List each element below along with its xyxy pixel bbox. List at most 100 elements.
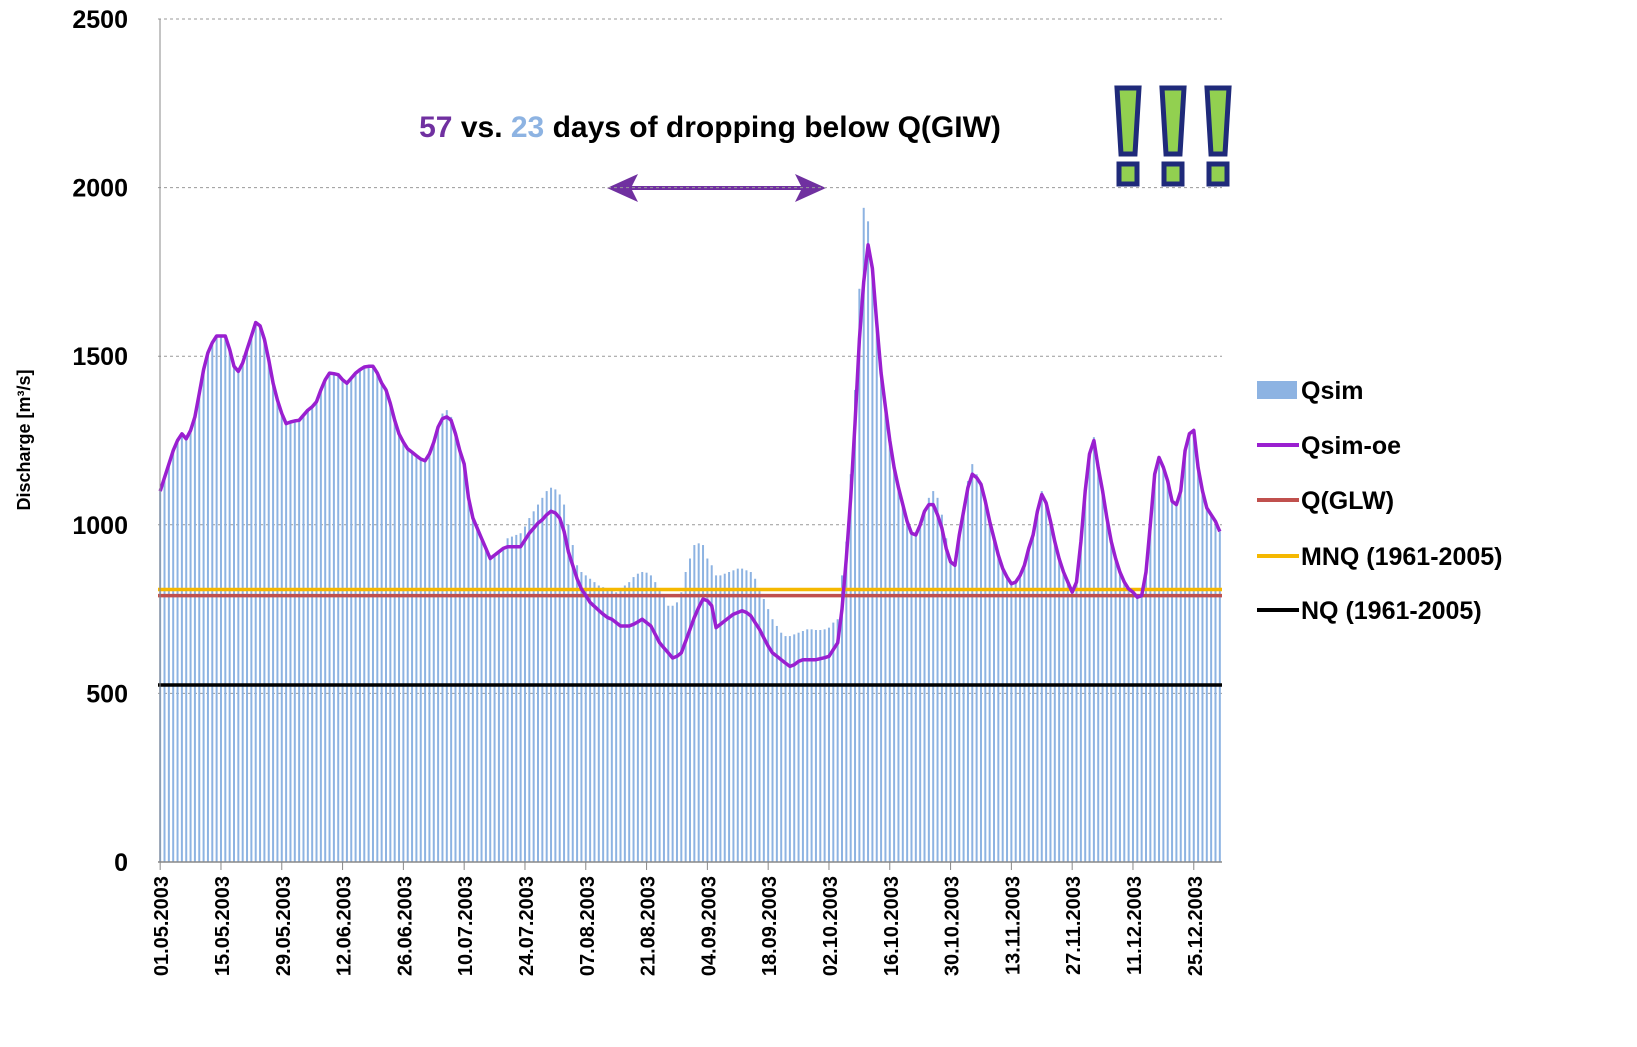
bar [1166, 480, 1169, 862]
bar [1110, 541, 1113, 862]
bar [867, 221, 870, 862]
bar [550, 487, 553, 862]
bar [415, 455, 418, 862]
bar [697, 543, 700, 862]
bar [906, 521, 909, 862]
bar [1062, 572, 1065, 862]
bar [801, 631, 804, 862]
bar [219, 335, 222, 862]
bar [788, 636, 791, 862]
bar [493, 555, 496, 862]
x-tick-label: 02.10.2003 [820, 876, 842, 976]
bar [936, 497, 939, 862]
bar [628, 582, 631, 862]
bar [398, 433, 401, 862]
bar [1131, 592, 1134, 862]
bar [337, 374, 340, 862]
bar [411, 452, 414, 862]
bar [1019, 575, 1022, 862]
bar [419, 459, 422, 862]
bar [741, 568, 744, 862]
bar [875, 322, 878, 863]
bar [1006, 577, 1009, 862]
bar [224, 335, 227, 862]
bar [914, 534, 917, 862]
bar [363, 366, 366, 862]
bar [897, 487, 900, 862]
bar [654, 582, 657, 862]
bar [762, 598, 765, 862]
bar [940, 514, 943, 862]
bar [1140, 595, 1143, 862]
bar [497, 551, 500, 862]
bar [510, 536, 513, 862]
bar [272, 383, 275, 862]
bar [1149, 524, 1152, 862]
bar [849, 474, 852, 862]
bar [675, 602, 678, 862]
bar [523, 526, 526, 862]
x-tick-label: 29.05.2003 [273, 876, 295, 976]
bar [319, 389, 322, 862]
bar [1023, 565, 1026, 862]
bar [797, 632, 800, 862]
bar [289, 421, 292, 862]
bar [984, 501, 987, 862]
bar [371, 366, 374, 862]
bar [893, 467, 896, 862]
bar [1136, 597, 1139, 862]
y-tick-label: 0 [114, 849, 128, 877]
x-tick-label: 16.10.2003 [881, 876, 903, 976]
bar [593, 582, 596, 862]
bar [1184, 450, 1187, 862]
bar [880, 373, 883, 862]
bar [554, 489, 557, 862]
bar [406, 448, 409, 862]
bar [927, 497, 930, 862]
bar [949, 558, 952, 862]
bar [749, 572, 752, 862]
bar [250, 335, 253, 862]
bar [193, 416, 196, 862]
bar [706, 558, 709, 862]
bar [1201, 491, 1204, 862]
bar [246, 349, 249, 862]
bar [385, 389, 387, 862]
bar [862, 207, 865, 862]
bar [919, 524, 922, 862]
y-tick-label: 1000 [72, 512, 128, 540]
bar [745, 570, 748, 862]
bar [997, 555, 1000, 862]
line [158, 243, 1222, 669]
bar [845, 541, 848, 862]
bar [636, 573, 639, 862]
bar [285, 423, 288, 862]
bar [606, 588, 609, 862]
bar [793, 634, 796, 862]
bar [484, 548, 487, 862]
annotation-part: vs. [452, 111, 510, 144]
bar [185, 438, 188, 862]
bar [641, 572, 644, 862]
y-tick-label: 2000 [72, 175, 128, 203]
bar [328, 373, 331, 862]
bar [519, 533, 522, 862]
bar [1088, 453, 1091, 862]
bar [198, 393, 201, 862]
bar [1192, 430, 1195, 862]
legend-label: NQ (1961-2005) [1301, 597, 1482, 625]
bar [619, 588, 622, 862]
bar [545, 491, 548, 862]
bar [1075, 582, 1078, 862]
bar [732, 570, 735, 862]
bar [467, 497, 470, 862]
bar [1123, 582, 1126, 862]
bar [615, 592, 618, 862]
bar [719, 575, 722, 862]
bar [480, 538, 483, 862]
x-tick-label: 07.08.2003 [577, 876, 599, 976]
bar [1114, 558, 1117, 862]
bar [1145, 572, 1147, 862]
bar [428, 453, 431, 862]
